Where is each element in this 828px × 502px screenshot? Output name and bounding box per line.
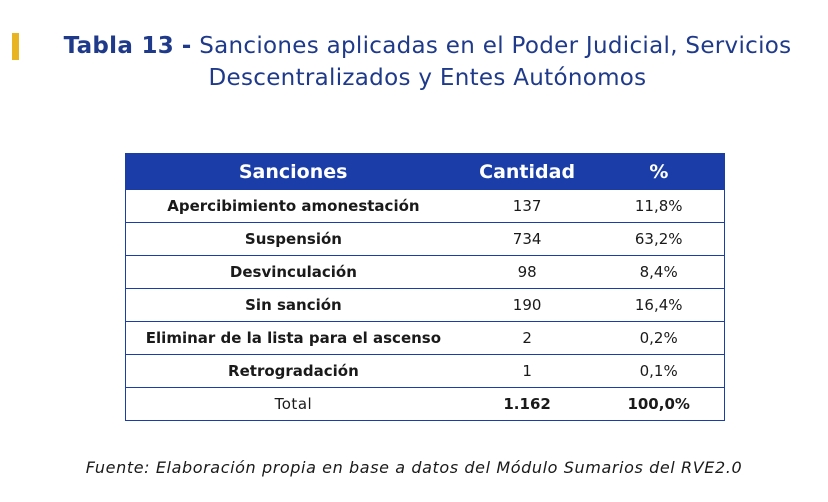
table-row: Desvinculación 98 8,4% <box>124 255 726 289</box>
table-header-row: Sanciones Cantidad % <box>124 153 726 190</box>
title-separator: - <box>181 33 192 59</box>
cell-cantidad: 2 <box>460 321 594 355</box>
page-title: Tabla 13 - Sanciones aplicadas en el Pod… <box>40 30 815 94</box>
cell-sancion: Suspensión <box>124 222 461 256</box>
cell-cantidad: 190 <box>460 288 594 322</box>
cell-porcentaje: 16,4% <box>593 288 726 322</box>
cell-sancion: Eliminar de la lista para el ascenso <box>124 321 461 355</box>
header-cantidad: Cantidad <box>460 153 594 190</box>
title-accent-bar <box>12 33 19 60</box>
sanctions-table: Sanciones Cantidad % Apercibimiento amon… <box>124 153 726 421</box>
header-sanciones: Sanciones <box>124 153 462 190</box>
total-porcentaje: 100,0% <box>593 387 726 421</box>
total-label: Total <box>124 387 461 421</box>
table-row: Sin sanción 190 16,4% <box>124 288 726 322</box>
table-row: Apercibimiento amonestación 137 11,8% <box>124 189 726 223</box>
cell-sancion: Desvinculación <box>124 255 461 289</box>
cell-porcentaje: 11,8% <box>593 189 726 223</box>
cell-cantidad: 1 <box>460 354 594 388</box>
table-number-label: Tabla 13 <box>63 33 175 59</box>
header-porcentaje: % <box>592 153 726 190</box>
cell-sancion: Retrogradación <box>124 354 461 388</box>
cell-porcentaje: 63,2% <box>593 222 726 256</box>
cell-sancion: Sin sanción <box>124 288 461 322</box>
title-line-1: Sanciones aplicadas en el Poder Judicial… <box>199 33 792 59</box>
cell-sancion: Apercibimiento amonestación <box>124 189 461 223</box>
source-note: Fuente: Elaboración propia en base a dat… <box>85 458 743 477</box>
cell-porcentaje: 0,1% <box>593 354 726 388</box>
table-row: Retrogradación 1 0,1% <box>124 354 726 388</box>
title-line-2: Descentralizados y Entes Autónomos <box>208 65 647 91</box>
table-total-row: Total 1.162 100,0% <box>124 387 726 421</box>
cell-cantidad: 98 <box>460 255 594 289</box>
table-row: Suspensión 734 63,2% <box>124 222 726 256</box>
cell-cantidad: 137 <box>460 189 594 223</box>
cell-cantidad: 734 <box>460 222 594 256</box>
cell-porcentaje: 0,2% <box>593 321 726 355</box>
total-cantidad: 1.162 <box>460 387 594 421</box>
table-row: Eliminar de la lista para el ascenso 2 0… <box>124 321 726 355</box>
cell-porcentaje: 8,4% <box>593 255 726 289</box>
